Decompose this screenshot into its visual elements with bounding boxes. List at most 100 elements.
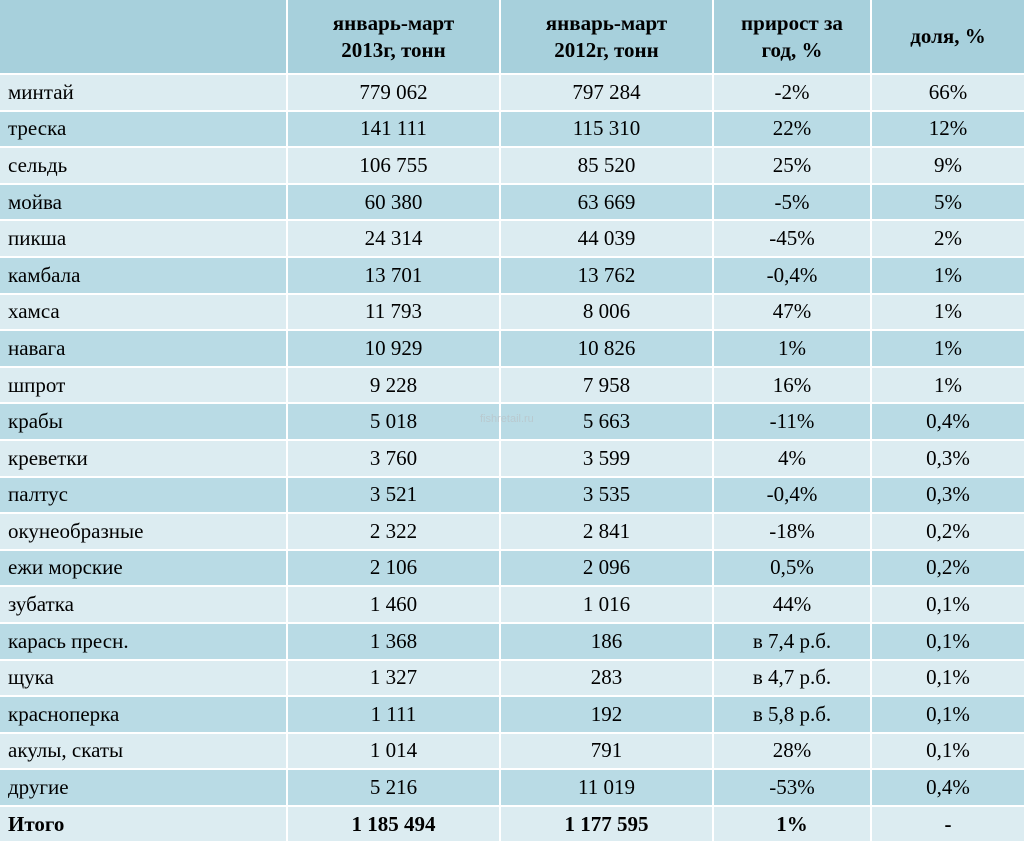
table-header: январь-март 2013г, тонн январь-март 2012… (0, 0, 1024, 75)
growth-cell: в 7,4 р.б. (713, 622, 872, 661)
tons-2012-cell: 115 310 (500, 110, 714, 149)
tons-2012-cell: 2 096 (500, 549, 714, 588)
table-row: щука 1 327 283 в 4,7 р.б. 0,1% (0, 659, 1024, 698)
tons-2012-cell: 186 (500, 622, 714, 661)
table-row: крабы 5 018 5 663 -11% 0,4% (0, 403, 1024, 441)
table-row: пикша 24 314 44 039 -45% 2% (0, 220, 1024, 258)
tons-2013-cell: 3 760 (287, 439, 501, 478)
growth-cell: 1% (713, 805, 872, 843)
tons-2012-cell: 8 006 (500, 293, 714, 332)
share-cell: 5% (871, 183, 1024, 222)
growth-cell: 16% (713, 366, 872, 405)
tons-2012-cell: 797 284 (500, 74, 714, 112)
tons-2012-cell: 1 177 595 (500, 805, 714, 843)
species-cell: хамса (0, 293, 288, 332)
share-cell: 1% (871, 256, 1024, 295)
share-cell: 0,3% (871, 439, 1024, 478)
share-cell: 0,4% (871, 769, 1024, 807)
table-row: камбала 13 701 13 762 -0,4% 1% (0, 256, 1024, 295)
share-cell: 0,1% (871, 696, 1024, 734)
species-cell: навага (0, 330, 288, 368)
growth-cell: в 5,8 р.б. (713, 696, 872, 734)
growth-cell: -18% (713, 513, 872, 551)
tons-2013-cell: 141 111 (287, 110, 501, 149)
tons-2013-cell: 9 228 (287, 366, 501, 405)
tons-2012-cell: 63 669 (500, 183, 714, 222)
species-cell: щука (0, 659, 288, 698)
growth-cell: 44% (713, 586, 872, 624)
share-cell: 1% (871, 293, 1024, 332)
tons-2012-cell: 2 841 (500, 513, 714, 551)
share-cell: 1% (871, 330, 1024, 368)
tons-2012-cell: 10 826 (500, 330, 714, 368)
species-cell: мойва (0, 183, 288, 222)
species-cell: окунеобразные (0, 513, 288, 551)
share-cell: 0,3% (871, 476, 1024, 515)
species-cell: шпрот (0, 366, 288, 405)
growth-cell: -11% (713, 403, 872, 441)
header-cell-species (0, 0, 288, 75)
growth-cell: 47% (713, 293, 872, 332)
table-row: шпрот 9 228 7 958 16% 1% (0, 366, 1024, 405)
header-cell-share: доля, % (871, 0, 1024, 75)
tons-2013-cell: 10 929 (287, 330, 501, 368)
share-cell: 66% (871, 74, 1024, 112)
tons-2013-cell: 11 793 (287, 293, 501, 332)
tons-2013-cell: 24 314 (287, 220, 501, 258)
species-cell: треска (0, 110, 288, 149)
species-cell: зубатка (0, 586, 288, 624)
table-body: минтай 779 062 797 284 -2% 66% треска 141 111 1… (0, 74, 1024, 843)
tons-2013-cell: 779 062 (287, 74, 501, 112)
share-cell: 0,1% (871, 732, 1024, 771)
tons-2013-cell: 1 185 494 (287, 805, 501, 843)
tons-2012-cell: 7 958 (500, 366, 714, 405)
table-row: мойва 60 380 63 669 -5% 5% (0, 183, 1024, 222)
tons-2012-cell: 44 039 (500, 220, 714, 258)
tons-2012-cell: 1 016 (500, 586, 714, 624)
header-cell-2012: январь-март 2012г, тонн (500, 0, 714, 75)
tons-2013-cell: 1 327 (287, 659, 501, 698)
species-cell: пикша (0, 220, 288, 258)
table-row: сельдь 106 755 85 520 25% 9% (0, 147, 1024, 185)
species-cell: карась пресн. (0, 622, 288, 661)
species-cell: другие (0, 769, 288, 807)
header-row: январь-март 2013г, тонн январь-март 2012… (0, 0, 1024, 75)
tons-2013-cell: 5 216 (287, 769, 501, 807)
tons-2013-cell: 60 380 (287, 183, 501, 222)
tons-2012-cell: 5 663 (500, 403, 714, 441)
growth-cell: 0,5% (713, 549, 872, 588)
species-cell: креветки (0, 439, 288, 478)
growth-cell: 4% (713, 439, 872, 478)
share-cell: 9% (871, 147, 1024, 185)
growth-cell: -5% (713, 183, 872, 222)
tons-2013-cell: 2 322 (287, 513, 501, 551)
tons-2012-cell: 3 599 (500, 439, 714, 478)
watermark: fishretail.ru (480, 413, 534, 425)
growth-cell: 22% (713, 110, 872, 149)
share-cell: - (871, 805, 1024, 843)
share-cell: 2% (871, 220, 1024, 258)
species-cell: ежи морские (0, 549, 288, 588)
table-row: зубатка 1 460 1 016 44% 0,1% (0, 586, 1024, 624)
tons-2013-cell: 106 755 (287, 147, 501, 185)
species-cell: камбала (0, 256, 288, 295)
growth-cell: 28% (713, 732, 872, 771)
table-row: палтус 3 521 3 535 -0,4% 0,3% (0, 476, 1024, 515)
share-cell: 1% (871, 366, 1024, 405)
total-row: Итого 1 185 494 1 177 595 1% - (0, 805, 1024, 843)
growth-cell: -53% (713, 769, 872, 807)
share-cell: 0,1% (871, 659, 1024, 698)
share-cell: 0,4% (871, 403, 1024, 441)
species-cell: минтай (0, 74, 288, 112)
tons-2013-cell: 3 521 (287, 476, 501, 515)
species-cell: акулы, скаты (0, 732, 288, 771)
table-row: треска 141 111 115 310 22% 12% (0, 110, 1024, 149)
tons-2012-cell: 192 (500, 696, 714, 734)
growth-cell: -0,4% (713, 476, 872, 515)
tons-2013-cell: 1 111 (287, 696, 501, 734)
tons-2012-cell: 283 (500, 659, 714, 698)
tons-2012-cell: 791 (500, 732, 714, 771)
tons-2013-cell: 1 460 (287, 586, 501, 624)
share-cell: 0,2% (871, 549, 1024, 588)
